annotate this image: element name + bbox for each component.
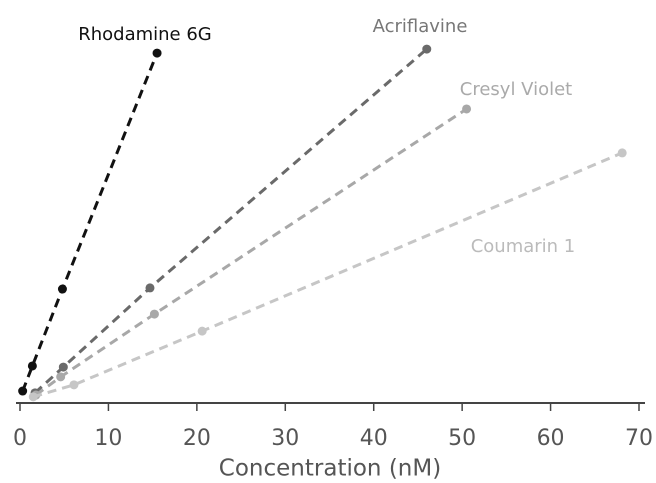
series-line (34, 47, 428, 394)
x-tick-label: 30 (271, 426, 299, 451)
data-point (152, 48, 162, 58)
series-line (35, 107, 468, 397)
series-label: Coumarin 1 (471, 236, 576, 257)
x-tick-label: 50 (448, 426, 476, 451)
data-point (617, 148, 627, 158)
x-axis-label: Concentration (nM) (219, 456, 441, 482)
x-tick-label: 70 (625, 426, 653, 451)
series-label: Cresyl Violet (460, 79, 572, 100)
data-point (69, 380, 79, 390)
data-point (27, 361, 37, 371)
data-point (18, 386, 28, 396)
series-line (21, 52, 159, 392)
data-point (462, 104, 472, 114)
data-point (149, 309, 159, 319)
data-point (28, 392, 38, 402)
data-point (58, 362, 68, 372)
data-point (56, 372, 66, 382)
x-tick-label: 20 (183, 426, 211, 451)
data-point (57, 284, 67, 294)
x-tick-label: 40 (360, 426, 388, 451)
x-tick-label: 60 (537, 426, 565, 451)
x-tick-label: 10 (94, 426, 122, 451)
series-label: Acriflavine (373, 16, 468, 37)
series-line (32, 151, 623, 399)
data-point (422, 44, 432, 54)
data-point (197, 326, 207, 336)
data-point (145, 283, 155, 293)
x-tick-label: 0 (13, 426, 27, 451)
series-label: Rhodamine 6G (78, 24, 212, 45)
